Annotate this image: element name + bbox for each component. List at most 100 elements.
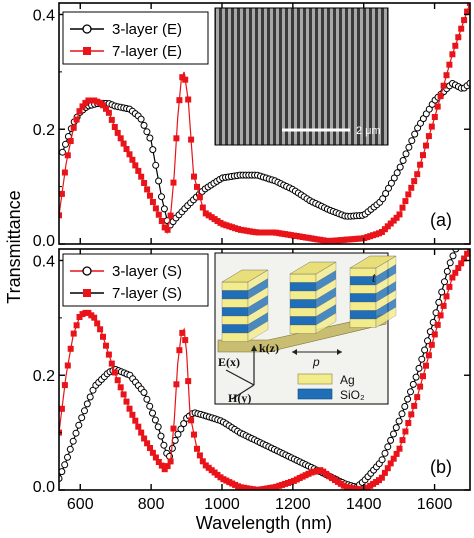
panel-a-series-1-point [138,173,145,180]
panel-a-series-1-point [452,42,459,49]
panel-a-series-1-point [446,61,453,68]
legend-b-marker-3layer [82,266,92,276]
panel-b-series-1-point [411,402,418,409]
panel-a-series-0-point [160,205,168,213]
panel-b-series-1-point [120,391,127,398]
panel-b-series-1-point [164,463,171,470]
panel-a-series-0-point [137,115,145,123]
panel-b-series-1-point [402,428,409,435]
panel-a-series-1-point [449,51,456,58]
panel-b-series-0-point [381,449,389,457]
panel-a-series-0-point [59,148,66,156]
sio2-label: SiO₂ [340,388,365,402]
panel-b-series-1-point [94,320,101,327]
panel-b-series-1-point [417,383,424,390]
stack-1-layer-front [289,316,317,326]
legend-a-label-3layer: 3-layer (E) [112,21,182,38]
panel-a-series-1-point [414,171,421,178]
x-tick-label: 1600 [417,496,453,513]
panel-b-y-tick-label: 0.4 [33,253,55,270]
panel-b-series-1-point [428,341,435,348]
panel-a-series-1-point [411,178,418,185]
panel-b-series-0-point [140,389,148,396]
panel-b-series-1-point [126,405,133,412]
panel-a-series-1-point [464,8,470,15]
panel-b-series-1-point [144,440,151,447]
panel-b-series-1-point [437,312,444,319]
panel-b-series-1-point [420,373,426,380]
legend-a-label-7layer: 7-layer (E) [112,43,182,60]
k-axis-label: k(z) [259,341,279,355]
period-arrow-left-head [292,349,297,355]
panel-b-series-1-point [440,302,447,309]
panel-b-series-1-point [455,265,462,271]
panel-b-series-1-point [179,329,186,336]
legend-b-label-7layer: 7-layer (S) [112,285,182,302]
panel-b-series-1-point [73,322,80,329]
panel-b-series-1-point [431,331,438,338]
legend-b-marker-7layer [83,289,91,297]
panel-b-y-tick-label: 0.2 [33,368,55,385]
panel-a-series-1-point [396,211,403,218]
panel-b-series-1-point [149,449,156,456]
panel-a-series-1-point [59,212,62,219]
stack-1-layer-front [289,307,317,317]
panel-b-series-0-point [443,267,451,275]
panel-b-series-1-point [194,445,200,452]
panel-b-series-1-point [199,458,206,465]
panel-b-series-1-point [467,249,470,252]
panel-b-series-0-point [64,453,71,461]
panel-a-series-1-point [103,105,109,112]
panel-b-series-1-point [129,411,136,418]
panel-a-series-1-point [176,97,183,104]
h-axis-label: H(y) [228,391,251,405]
panel-b-series-0-point [81,407,88,415]
x-tick-label: 600 [67,496,94,513]
panel-b-series-0-point [180,420,188,428]
panel-b-series-0-point [177,425,185,433]
legend-a-marker-3layer [82,24,92,34]
panel-a-y-tick-label: 0.4 [33,7,55,24]
panel-a-series-1-point [461,17,468,24]
panel-a-series-0-point [402,150,410,158]
panel-b-series-1-point [443,293,450,300]
stack-1-layer-front [289,324,317,334]
panel-b-series-1-point [138,429,145,436]
legend-a-marker-7layer [83,47,91,55]
panel-b-series-1-point [155,459,162,465]
panel-b-series-0-point [446,259,454,267]
panel-b-series-1-point [147,445,153,451]
panel-a-label: (a) [430,210,452,230]
panel-b-series-1-point [393,450,400,457]
ag-swatch [297,373,333,385]
panel-a-series-1-point [399,204,406,211]
panel-b-series-1-point [114,377,121,384]
stack-2-layer-side [375,306,397,328]
panel-a-series-0-point [390,174,398,182]
panel-b-series-1-point [111,369,118,376]
panel-a-series-1-point [147,192,153,199]
panel-b-series-0-point [387,436,395,444]
panel-b-series-1-point [446,283,453,290]
panel-b-series-0-point [78,414,86,422]
panel-b-series-1-point [414,394,421,401]
panel-a-series-0-point [62,140,69,148]
panel-b-series-0-point [59,468,66,476]
panel-a-series-0-point [396,163,404,171]
panel-b-series-0-point [412,373,420,381]
x-axis-title: Wavelength (nm) [196,513,332,533]
stack-0-layer-front [221,298,249,308]
panel-b-series-1-point [452,269,459,276]
panel-a-series-1-point [73,116,80,123]
panel-a-series-1-point [120,140,127,147]
panel-b-series-0-point [157,432,165,440]
panel-b-series-1-point [67,345,74,352]
panel-b-series-0-point [438,288,446,296]
panel-a-series-0-point [382,190,390,197]
stack-0-top [221,269,269,283]
panel-b-series-1-point [64,362,71,369]
panel-a-series-1-point [182,76,189,83]
panel-b-series-0-point [69,437,77,445]
stack-2-layer-front [349,284,377,294]
stack-1-layer-side [315,312,337,334]
